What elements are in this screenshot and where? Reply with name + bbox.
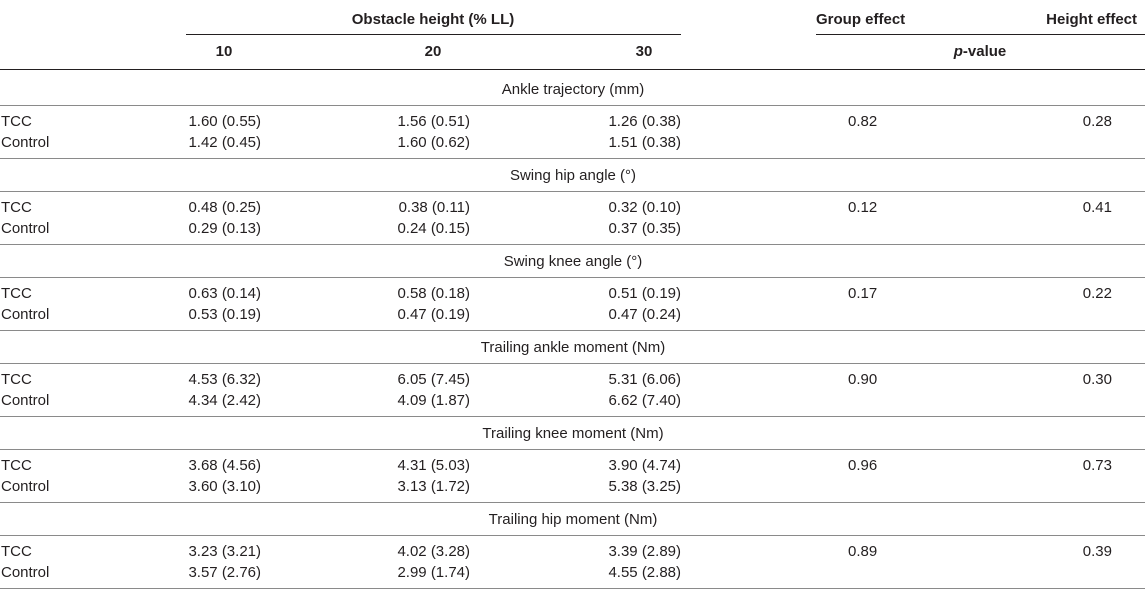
- cell-10: 4.53 (6.32): [188, 371, 261, 388]
- row-label: Control: [1, 478, 50, 495]
- row-label: Control: [1, 134, 50, 151]
- row-label: TCC: [1, 113, 32, 130]
- cell-10: 3.23 (3.21): [188, 543, 261, 560]
- group-effect-value: 0.96: [848, 457, 878, 474]
- cell-20: 3.13 (1.72): [397, 478, 470, 495]
- section-title-rule: [0, 535, 1145, 536]
- cell-30: 5.31 (6.06): [608, 371, 681, 388]
- cell-10: 4.34 (2.42): [188, 392, 261, 409]
- height-effect-value: 0.41: [1082, 199, 1112, 216]
- row-label: Control: [1, 306, 50, 323]
- cell-30: 5.38 (3.25): [608, 478, 681, 495]
- cell-30: 0.32 (0.10): [608, 199, 681, 216]
- section-title-rule: [0, 363, 1145, 364]
- cell-10: 0.29 (0.13): [188, 220, 261, 237]
- cell-20: 4.02 (3.28): [397, 543, 470, 560]
- p-value-underline: [816, 34, 1145, 35]
- cell-30: 0.37 (0.35): [608, 220, 681, 237]
- cell-20: 0.47 (0.19): [397, 306, 470, 323]
- section-title: Trailing hip moment (Nm): [488, 511, 658, 528]
- cell-20: 0.38 (0.11): [398, 199, 470, 216]
- row-label: TCC: [1, 371, 32, 388]
- section-title: Trailing ankle moment (Nm): [480, 339, 666, 356]
- group-effect-value: 0.82: [848, 113, 878, 130]
- cell-30: 1.51 (0.38): [608, 134, 681, 151]
- table-bottom-rule: [0, 588, 1145, 589]
- height-effect-value: 0.39: [1082, 543, 1112, 560]
- cell-30: 3.39 (2.89): [608, 543, 681, 560]
- cell-30: 0.47 (0.24): [608, 306, 681, 323]
- col-header-20: 20: [424, 43, 442, 60]
- section-rule: [0, 330, 1145, 331]
- cell-30: 3.90 (4.74): [608, 457, 681, 474]
- section-rule: [0, 158, 1145, 159]
- row-label: Control: [1, 392, 50, 409]
- cell-10: 3.57 (2.76): [188, 564, 261, 581]
- cell-20: 0.58 (0.18): [397, 285, 470, 302]
- cell-20: 4.31 (5.03): [397, 457, 470, 474]
- row-label: Control: [1, 220, 50, 237]
- cell-30: 6.62 (7.40): [608, 392, 681, 409]
- cell-30: 0.51 (0.19): [608, 285, 681, 302]
- height-effect-header: Height effect: [1046, 11, 1137, 28]
- group-effect-value: 0.12: [848, 199, 878, 216]
- height-effect-value: 0.22: [1082, 285, 1112, 302]
- header-rule: [0, 69, 1145, 70]
- cell-10: 1.60 (0.55): [188, 113, 261, 130]
- section-title: Ankle trajectory (mm): [501, 81, 645, 98]
- section-rule: [0, 244, 1145, 245]
- row-label: Control: [1, 564, 50, 581]
- height-effect-value: 0.30: [1082, 371, 1112, 388]
- section-title: Swing knee angle (°): [503, 253, 643, 270]
- cell-10: 1.42 (0.45): [188, 134, 261, 151]
- section-title-rule: [0, 449, 1145, 450]
- row-label: TCC: [1, 543, 32, 560]
- col-header-30: 30: [635, 43, 653, 60]
- section-title-rule: [0, 191, 1145, 192]
- cell-20: 2.99 (1.74): [397, 564, 470, 581]
- section-title-rule: [0, 105, 1145, 106]
- obstacle-height-underline: [186, 34, 681, 35]
- group-effect-value: 0.90: [848, 371, 878, 388]
- group-effect-header: Group effect: [816, 11, 906, 28]
- cell-10: 0.48 (0.25): [188, 199, 261, 216]
- col-header-10: 10: [215, 43, 233, 60]
- cell-30: 4.55 (2.88): [608, 564, 681, 581]
- group-effect-value: 0.89: [848, 543, 878, 560]
- cell-20: 1.56 (0.51): [397, 113, 470, 130]
- group-effect-value: 0.17: [848, 285, 878, 302]
- cell-10: 0.63 (0.14): [188, 285, 261, 302]
- row-label: TCC: [1, 285, 32, 302]
- cell-20: 1.60 (0.62): [397, 134, 470, 151]
- obstacle-height-header: Obstacle height (% LL): [351, 11, 515, 28]
- row-label: TCC: [1, 457, 32, 474]
- section-title-rule: [0, 277, 1145, 278]
- p-value-header: p-value: [953, 43, 1007, 60]
- height-effect-value: 0.28: [1082, 113, 1112, 130]
- cell-30: 1.26 (0.38): [608, 113, 681, 130]
- cell-20: 4.09 (1.87): [397, 392, 470, 409]
- cell-10: 3.60 (3.10): [188, 478, 261, 495]
- section-rule: [0, 416, 1145, 417]
- cell-20: 6.05 (7.45): [397, 371, 470, 388]
- row-label: TCC: [1, 199, 32, 216]
- section-title: Trailing knee moment (Nm): [482, 425, 664, 442]
- height-effect-value: 0.73: [1082, 457, 1112, 474]
- section-title: Swing hip angle (°): [509, 167, 637, 184]
- cell-10: 0.53 (0.19): [188, 306, 261, 323]
- cell-10: 3.68 (4.56): [188, 457, 261, 474]
- cell-20: 0.24 (0.15): [397, 220, 470, 237]
- section-rule: [0, 502, 1145, 503]
